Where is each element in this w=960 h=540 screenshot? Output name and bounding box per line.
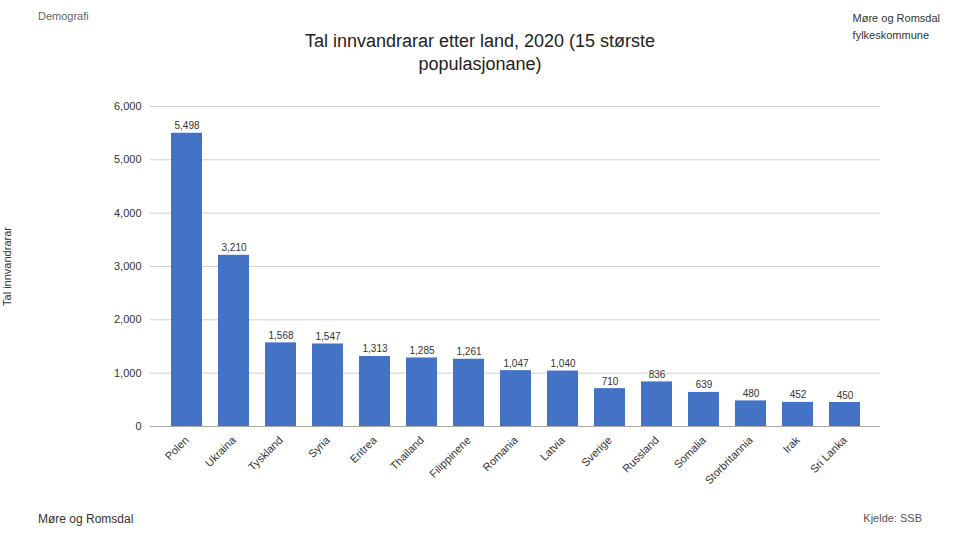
svg-text:Tyskland: Tyskland <box>246 434 285 473</box>
svg-text:3,210: 3,210 <box>221 242 246 253</box>
svg-text:Polen: Polen <box>163 434 191 462</box>
svg-text:Sverige: Sverige <box>579 434 614 469</box>
svg-text:3,000: 3,000 <box>114 260 142 272</box>
svg-text:6,000: 6,000 <box>114 100 142 112</box>
html-text:Møre og Romsdal fylkeskommune: Møre og Romsdal fylkeskommune <box>852 12 940 41</box>
svg-text:639: 639 <box>696 379 713 390</box>
svg-text:Tal innvandrarar: Tal innvandrarar <box>1 227 13 306</box>
svg-text:1,261: 1,261 <box>456 346 481 357</box>
svg-text:Somalia: Somalia <box>671 433 708 470</box>
svg-text:1,040: 1,040 <box>550 358 575 369</box>
svg-text:1,047: 1,047 <box>503 358 528 369</box>
svg-text:Latvia: Latvia <box>538 433 568 463</box>
svg-text:Syria: Syria <box>306 433 333 460</box>
svg-text:2,000: 2,000 <box>114 313 142 325</box>
svg-text:Irak: Irak <box>780 433 802 455</box>
svg-text:Romania: Romania <box>480 433 520 473</box>
svg-text:1,313: 1,313 <box>362 343 387 354</box>
svg-text:452: 452 <box>790 389 807 400</box>
svg-text:0: 0 <box>135 420 141 432</box>
html-text:Kjelde: SSB: Kjelde: SSB <box>863 512 922 524</box>
svg-text:Thailand: Thailand <box>388 434 426 472</box>
svg-text:1,000: 1,000 <box>114 367 142 379</box>
svg-text:1,547: 1,547 <box>315 331 340 342</box>
svg-text:1,568: 1,568 <box>268 330 293 341</box>
svg-text:Sri Lanka: Sri Lanka <box>808 433 850 475</box>
html-text:Tal innvandrarar etter land, 2: Tal innvandrarar etter land, 2020 (15 st… <box>304 31 656 74</box>
svg-text:710: 710 <box>602 376 619 387</box>
svg-text:1,285: 1,285 <box>409 345 434 356</box>
svg-text:Russland: Russland <box>620 434 661 475</box>
html-text:Møre og Romsdal: Møre og Romsdal <box>38 512 134 526</box>
svg-text:Storbritannia: Storbritannia <box>702 433 755 486</box>
html-text:Demografi: Demografi <box>38 10 89 22</box>
svg-text:Eritrea: Eritrea <box>348 433 380 465</box>
svg-text:450: 450 <box>837 390 854 401</box>
svg-text:836: 836 <box>649 369 666 380</box>
svg-text:Filippinene: Filippinene <box>427 434 473 480</box>
svg-text:5,498: 5,498 <box>174 120 199 131</box>
svg-text:480: 480 <box>743 388 760 399</box>
svg-text:5,000: 5,000 <box>114 153 142 165</box>
svg-text:4,000: 4,000 <box>114 207 142 219</box>
svg-text:Ukraina: Ukraina <box>203 433 239 469</box>
